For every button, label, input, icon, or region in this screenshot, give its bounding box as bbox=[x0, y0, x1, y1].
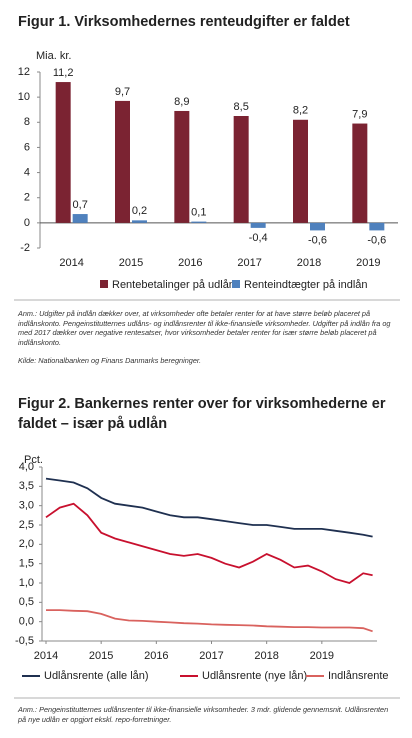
value-label: 8,2 bbox=[293, 105, 308, 117]
y-tick-label: 2,0 bbox=[19, 538, 34, 550]
value-label: 8,9 bbox=[174, 96, 189, 108]
y-tick-label: 10 bbox=[18, 91, 30, 103]
line bbox=[46, 609, 373, 633]
value-label: 9,7 bbox=[115, 86, 130, 98]
y-axis-label: Pct. bbox=[24, 454, 43, 466]
bar bbox=[250, 222, 266, 228]
y-tick-label: 1,0 bbox=[19, 577, 34, 589]
line bbox=[45, 477, 373, 538]
legend-label: Renteindtægter på indlån bbox=[244, 279, 368, 291]
bar bbox=[352, 123, 368, 223]
bar bbox=[369, 222, 385, 231]
value-label: -0,6 bbox=[308, 234, 327, 246]
x-tick-label: 2019 bbox=[310, 650, 334, 662]
legend-label: Rentebetalinger på udlån bbox=[112, 279, 235, 291]
y-tick-label: 0,0 bbox=[19, 616, 34, 628]
bar bbox=[233, 116, 249, 223]
x-tick-label: 2015 bbox=[89, 650, 113, 662]
bar bbox=[115, 100, 130, 223]
y-tick-label: 2 bbox=[24, 192, 30, 204]
x-tick-label: 2017 bbox=[199, 650, 223, 662]
value-label: -0,4 bbox=[249, 232, 268, 244]
value-label: 7,9 bbox=[352, 108, 367, 120]
y-tick-label: 4 bbox=[24, 166, 30, 178]
legend-label: Udlånsrente (alle lån) bbox=[44, 670, 149, 682]
y-tick-label: 8 bbox=[24, 116, 30, 128]
legend-swatch bbox=[100, 280, 108, 288]
bar bbox=[310, 222, 325, 231]
x-tick-label: 2014 bbox=[34, 650, 58, 662]
bar bbox=[191, 221, 207, 223]
y-tick-label: 1,5 bbox=[19, 558, 34, 570]
x-tick-label: 2017 bbox=[237, 257, 261, 269]
value-label: 8,5 bbox=[234, 101, 249, 113]
x-tick-label: 2014 bbox=[59, 257, 83, 269]
legend-swatch bbox=[232, 280, 240, 288]
x-tick-label: 2018 bbox=[297, 257, 321, 269]
y-axis-label: Mia. kr. bbox=[36, 50, 71, 62]
x-tick-label: 2016 bbox=[144, 650, 168, 662]
legend-label: Indlånsrente bbox=[328, 670, 389, 682]
x-tick-label: 2015 bbox=[119, 257, 143, 269]
y-tick-label: 4,0 bbox=[19, 461, 34, 473]
y-tick-label: 6 bbox=[24, 141, 30, 153]
y-tick-label: 3,5 bbox=[19, 480, 34, 492]
note: Anm.: Pengeinstitutternes udlånsrenter t… bbox=[18, 705, 389, 724]
value-label: -0,6 bbox=[367, 234, 386, 246]
value-label: 11,2 bbox=[53, 67, 74, 79]
y-tick-label: 0 bbox=[24, 217, 30, 229]
chart-title: Figur 2. Bankernes renter over for virks… bbox=[18, 396, 386, 432]
note: Anm.: Udgifter på indlån dækker over, at… bbox=[18, 309, 391, 347]
x-tick-label: 2019 bbox=[356, 257, 380, 269]
y-tick-label: 12 bbox=[18, 66, 30, 78]
bar bbox=[72, 214, 88, 223]
bar bbox=[132, 220, 147, 223]
legend-label: Udlånsrente (nye lån) bbox=[202, 670, 307, 682]
y-tick-label: 3,0 bbox=[19, 500, 34, 512]
value-label: 0,1 bbox=[191, 207, 206, 219]
value-label: 0,7 bbox=[73, 199, 88, 211]
y-tick-label: -2 bbox=[20, 242, 30, 254]
bar bbox=[55, 82, 71, 223]
bar bbox=[293, 119, 308, 223]
source: Kilde: Nationalbanken og Finans Danmarks… bbox=[18, 356, 202, 365]
y-tick-label: 0,5 bbox=[19, 596, 34, 608]
chart-title: Figur 1. Virksomhedernes renteudgifter e… bbox=[18, 14, 350, 30]
y-tick-label: -0,5 bbox=[15, 635, 34, 647]
y-tick-label: 2,5 bbox=[19, 519, 34, 531]
x-tick-label: 2018 bbox=[254, 650, 278, 662]
x-tick-label: 2016 bbox=[178, 257, 202, 269]
value-label: 0,2 bbox=[132, 205, 147, 217]
bar bbox=[174, 110, 190, 223]
line bbox=[45, 502, 373, 584]
